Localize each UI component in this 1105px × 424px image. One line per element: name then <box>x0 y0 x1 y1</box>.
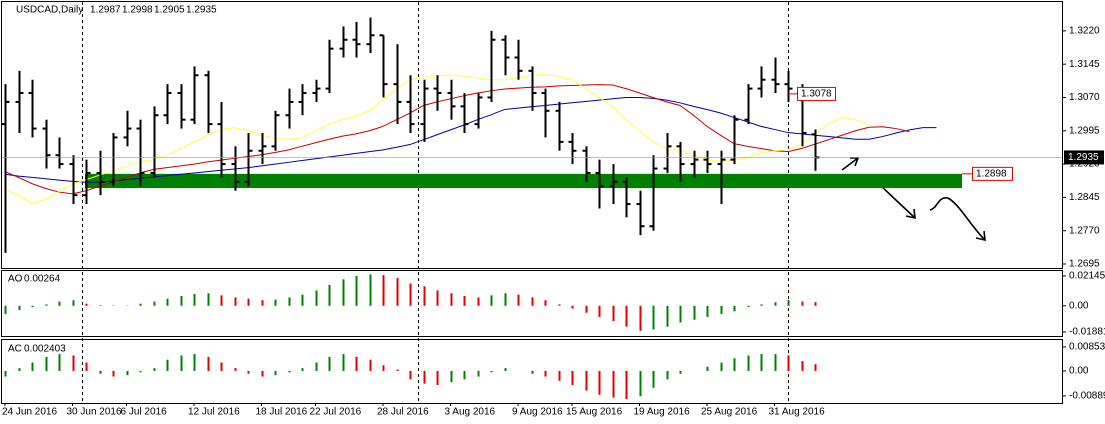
header: USDCAD,Daily 1.2987 1.2998 1.2905 1.2935… <box>8 5 217 355</box>
arrow <box>879 184 916 220</box>
ao-panel <box>1 270 1063 337</box>
level-box <box>797 86 836 101</box>
drawn-arrows <box>841 157 986 242</box>
last-price-label: 1.2935 <box>1068 152 1099 163</box>
y-tick-label: 1.2845 <box>1069 192 1100 203</box>
ao-name: AO <box>8 274 23 285</box>
x-tick-label: 12 Jul 2016 <box>188 407 240 418</box>
y-tick-label: 0.00 <box>1069 300 1089 311</box>
y-tick-label: 1.2770 <box>1069 225 1100 236</box>
last-close: 1.2935 <box>186 5 217 16</box>
x-tick-label: 30 Jun 2016 <box>67 407 122 418</box>
x-tick-label: 9 Aug 2016 <box>512 407 563 418</box>
ao-value: 0.00264 <box>24 274 61 285</box>
x-tick-label: 6 Jul 2016 <box>121 407 168 418</box>
x-tick-label: 3 Aug 2016 <box>445 407 496 418</box>
ac-name: AC <box>8 344 22 355</box>
y-tick-label: 0.00 <box>1069 366 1089 377</box>
y-tick-label: 0.02145 <box>1069 271 1105 282</box>
ac-panel <box>1 339 1063 404</box>
ac-value: 0.002403 <box>24 344 66 355</box>
chart-title: USDCAD,Daily <box>16 5 83 16</box>
x-tick-label: 28 Jul 2016 <box>377 407 429 418</box>
x-tick-label: 15 Aug 2016 <box>566 407 623 418</box>
x-tick-label: 31 Aug 2016 <box>769 407 826 418</box>
arrow <box>929 197 986 242</box>
last-open: 1.2987 <box>90 5 121 16</box>
y-tick-label: -0.00889 <box>1069 391 1105 402</box>
last-low: 1.2905 <box>154 5 185 16</box>
main-panel <box>1 1 1063 269</box>
x-tick-label: 22 Jul 2016 <box>310 407 362 418</box>
zone-label: 1.2898 <box>976 168 1007 179</box>
x-tick-label: 19 Aug 2016 <box>634 407 691 418</box>
y-tick-label: 1.3220 <box>1069 26 1100 37</box>
period-separators <box>82 2 789 403</box>
y-tick-label: 1.2995 <box>1069 125 1100 136</box>
y-tick-label: 1.2695 <box>1069 259 1100 270</box>
y-tick-label: 1.3145 <box>1069 59 1100 70</box>
level-label: 1.3078 <box>801 89 832 100</box>
support-zone <box>85 173 962 189</box>
last-price-box <box>1064 150 1104 165</box>
arrow <box>841 157 860 171</box>
x-tick-label: 18 Jul 2016 <box>256 407 308 418</box>
x-tick-label: 24 Jun 2016 <box>2 407 57 418</box>
moving-average <box>4 84 910 195</box>
moving-average <box>4 96 937 183</box>
y-tick-label: -0.01881 <box>1069 327 1105 338</box>
x-tick-label: 25 Aug 2016 <box>701 407 758 418</box>
y-tick-label: 1.3070 <box>1069 92 1100 103</box>
y-tick-label: 0.00853 <box>1069 342 1105 353</box>
last-high: 1.2998 <box>122 5 153 16</box>
zone-label-box <box>972 166 1013 181</box>
